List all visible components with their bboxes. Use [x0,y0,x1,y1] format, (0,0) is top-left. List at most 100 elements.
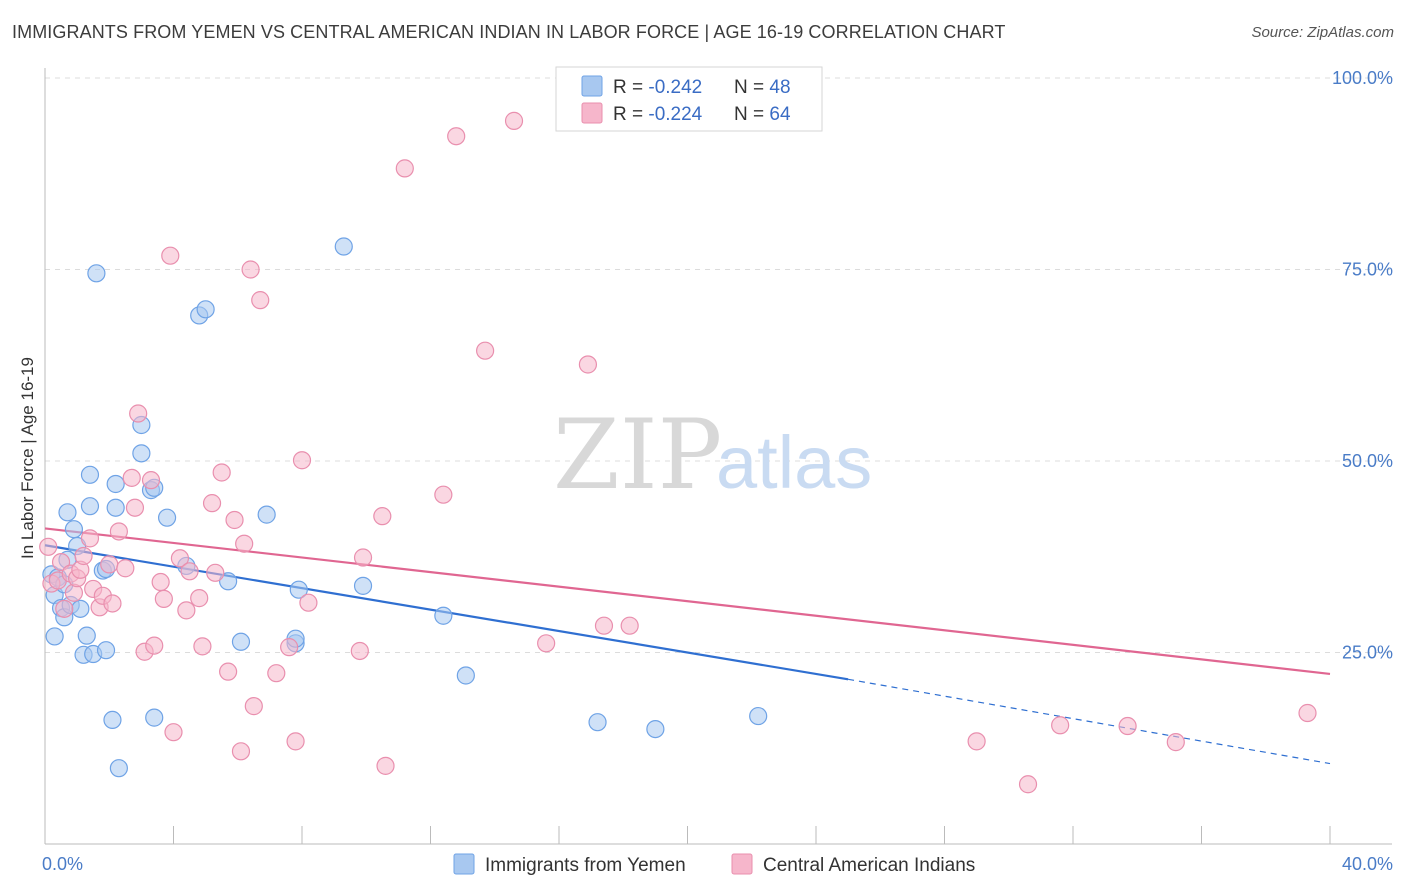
data-point [116,559,135,578]
data-point [80,465,100,484]
data-point [286,732,305,751]
data-point [125,498,145,517]
data-point [456,666,475,685]
y-tick-label: 75.0% [1342,260,1393,280]
data-point [241,260,260,279]
data-point [132,444,151,463]
data-point [74,546,93,566]
x-tick-label: 0.0% [42,854,83,874]
data-point [129,404,148,423]
data-point [161,246,180,265]
y-tick-label: 100.0% [1332,68,1393,88]
y-tick-label: 50.0% [1342,451,1393,471]
data-point [1051,716,1070,735]
data-point [154,589,173,608]
data-point [170,549,190,568]
legend-swatch-yemen [581,75,603,97]
data-point [96,641,116,660]
data-point [145,708,164,727]
data-point [212,463,231,482]
source-label: Source: ZipAtlas.com [1251,24,1394,41]
data-point [151,572,170,592]
data-point [334,237,353,256]
data-point [594,616,614,635]
y-tick-label: 25.0% [1342,643,1393,663]
data-point [267,664,286,683]
data-point [578,355,598,374]
data-point [231,742,251,761]
data-point [122,468,141,487]
data-point [145,636,164,655]
legend-r-label: R = [613,77,648,98]
data-point [434,485,453,504]
data-point [251,291,270,310]
data-point [1118,716,1137,736]
data-point [164,723,183,742]
legend-r-label: R = [613,104,648,125]
data-point [206,563,225,582]
data-point [967,732,986,751]
data-point [353,548,373,567]
data-point [157,508,177,527]
legend-swatch-cai [581,102,603,124]
data-point [106,474,125,494]
data-point [202,494,222,513]
data-point [646,719,665,739]
y-tick-labels: 25.0% 50.0% 75.0% 100.0% [1332,68,1393,663]
data-points [39,111,1317,794]
data-point [376,756,395,775]
data-point [1166,733,1185,752]
bottom-legend-swatch-cai [731,853,753,875]
data-point [80,529,100,548]
data-point [64,520,84,539]
svg-text:N = 64: N = 64 [734,104,791,125]
axes [44,68,1392,845]
data-point [289,580,308,599]
data-point [620,616,639,635]
data-point [193,637,212,656]
watermark-zip: ZIP [553,399,722,511]
data-point [80,497,100,516]
data-point [180,562,199,581]
legend-n-value: 64 [769,104,791,125]
data-point [39,537,58,556]
data-point [244,697,263,716]
data-point [177,601,196,620]
legend-r-value: -0.224 [648,104,702,125]
data-point [71,599,90,618]
data-point [504,111,524,130]
chart-title: IMMIGRANTS FROM YEMEN VS CENTRAL AMERICA… [12,22,1006,42]
bottom-legend-label-cai: Central American Indians [763,855,975,876]
data-point [476,341,495,360]
data-point [749,706,768,726]
bottom-legend-label-yemen: Immigrants from Yemen [485,855,686,876]
data-point [373,507,392,526]
y-axis-label: In Labor Force | Age 16-19 [18,357,37,559]
data-point [219,662,238,681]
data-point [141,471,161,490]
bottom-legend: Immigrants from Yemen Central American I… [453,853,975,876]
data-point [45,627,64,646]
data-point [257,505,276,524]
legend-n-value: 48 [769,77,790,98]
data-point [292,451,312,470]
data-point [235,534,254,553]
svg-text:R = -0.242: R = -0.242 [613,77,702,98]
data-point [100,555,119,574]
data-point [588,713,607,732]
data-point [109,759,128,778]
data-point [280,638,299,657]
data-point [77,626,96,645]
data-point [103,710,122,730]
watermark-atlas: atlas [716,421,872,504]
data-point [87,264,106,283]
data-point [103,594,122,613]
data-point [447,127,466,146]
legend-r-value: -0.242 [648,77,702,98]
svg-text:N = 48: N = 48 [734,77,791,98]
data-point [196,300,215,319]
data-point [299,593,318,612]
data-point [109,522,128,541]
data-point [395,159,414,178]
